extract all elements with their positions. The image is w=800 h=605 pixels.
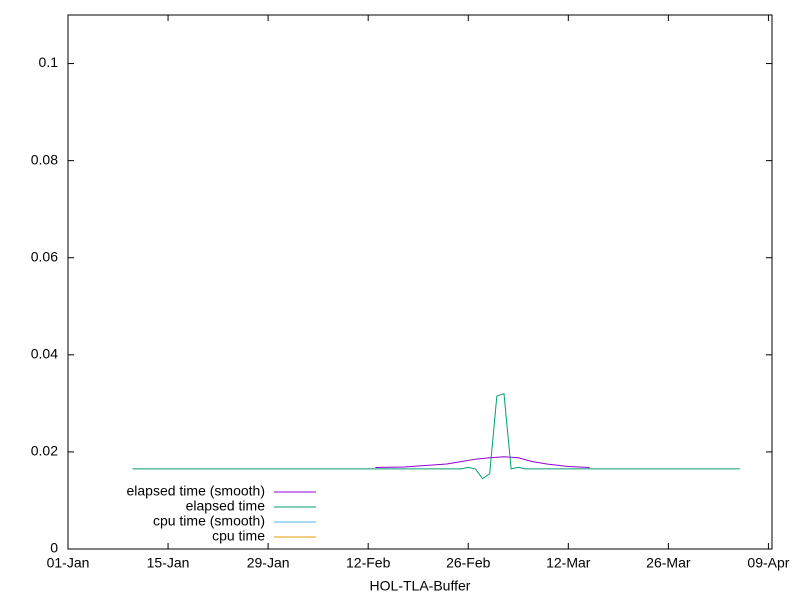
legend-label: elapsed time [186, 498, 266, 514]
x-tick-label: 12-Feb [346, 555, 391, 571]
x-tick-label: 26-Feb [446, 555, 491, 571]
legend-label: elapsed time (smooth) [126, 483, 265, 499]
x-tick-label: 01-Jan [47, 555, 90, 571]
plot-frame [67, 14, 773, 550]
x-tick-label: 09-Apr [747, 555, 789, 571]
x-axis-label: HOL-TLA-Buffer [370, 578, 471, 594]
series-line [132, 392, 740, 480]
x-tick-label: 12-Mar [546, 555, 591, 571]
y-tick-label: 0.1 [39, 54, 59, 70]
y-tick-label: 0 [50, 540, 58, 556]
y-tick-label: 0.08 [31, 151, 58, 167]
x-tick-label: 15-Jan [147, 555, 190, 571]
x-tick-label: 26-Mar [646, 555, 691, 571]
x-tick-label: 29-Jan [247, 555, 290, 571]
legend-label: cpu time [212, 528, 265, 544]
legend-label: cpu time (smooth) [153, 513, 265, 529]
y-tick-label: 0.06 [31, 248, 58, 264]
series-line [375, 456, 590, 468]
y-tick-label: 0.04 [31, 346, 58, 362]
y-tick-label: 0.02 [31, 443, 58, 459]
